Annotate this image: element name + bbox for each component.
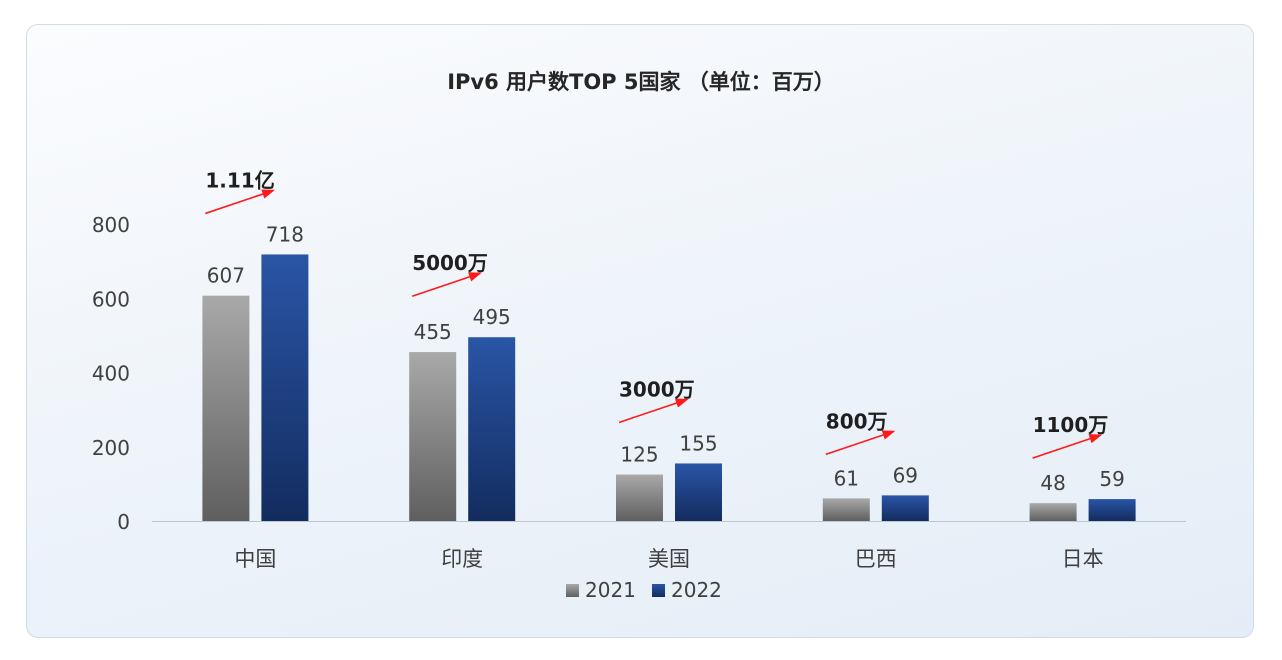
growth-annotation: 1100万 <box>1033 413 1109 437</box>
data-label: 155 <box>679 431 717 455</box>
legend-swatch-2022 <box>652 584 665 597</box>
bar-2022 <box>675 463 722 521</box>
legend-label-2021: 2021 <box>585 578 636 602</box>
growth-annotation: 3000万 <box>619 377 695 401</box>
y-tick-label: 0 <box>117 510 130 534</box>
bar-2022 <box>882 495 929 521</box>
bar-2022 <box>261 254 308 521</box>
data-label: 69 <box>893 463 918 487</box>
x-tick-label: 美国 <box>648 547 690 571</box>
bar-2021 <box>616 475 663 521</box>
bar-2022 <box>1089 499 1136 521</box>
growth-annotation: 800万 <box>826 409 888 433</box>
y-tick-label: 600 <box>92 287 130 311</box>
growth-arrow <box>1033 435 1101 458</box>
data-label: 59 <box>1099 467 1124 491</box>
bar-2021 <box>202 296 249 521</box>
data-label: 607 <box>207 264 245 288</box>
bar-2021 <box>823 498 870 521</box>
x-tick-label: 巴西 <box>855 547 897 571</box>
bar-2021 <box>409 352 456 521</box>
growth-annotation: 5000万 <box>412 251 488 275</box>
legend-label-2022: 2022 <box>671 578 722 602</box>
y-tick-label: 400 <box>92 362 130 386</box>
growth-arrow <box>205 190 273 213</box>
legend-swatch-2021 <box>566 584 579 597</box>
x-tick-label: 中国 <box>234 547 276 571</box>
x-tick-label: 印度 <box>441 547 483 571</box>
growth-annotation: 1.11亿 <box>205 168 274 192</box>
x-tick-label: 日本 <box>1062 547 1104 571</box>
y-tick-label: 800 <box>92 213 130 237</box>
growth-arrow <box>826 431 894 454</box>
data-label: 718 <box>266 222 304 246</box>
bar-2022 <box>468 337 515 521</box>
data-label: 48 <box>1040 471 1065 495</box>
bar-2021 <box>1030 503 1077 521</box>
data-label: 455 <box>414 320 452 344</box>
growth-arrow <box>412 273 480 296</box>
y-tick-label: 200 <box>92 436 130 460</box>
growth-arrow <box>619 399 687 422</box>
data-label: 495 <box>473 305 511 329</box>
data-label: 125 <box>620 443 658 467</box>
data-label: 61 <box>834 466 859 490</box>
